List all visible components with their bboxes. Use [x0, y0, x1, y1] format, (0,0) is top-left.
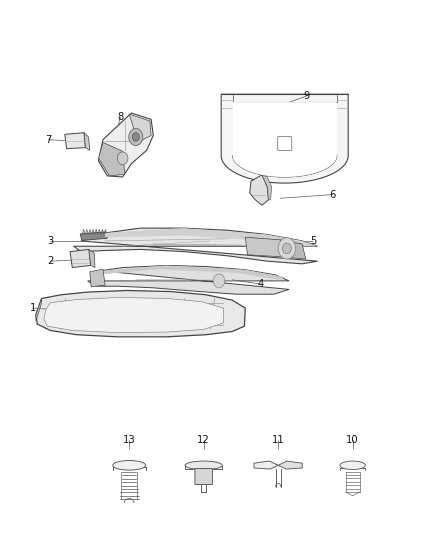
Circle shape — [278, 238, 296, 259]
Polygon shape — [99, 113, 153, 177]
Text: 11: 11 — [272, 435, 285, 445]
Polygon shape — [74, 228, 318, 264]
Circle shape — [283, 243, 291, 254]
Text: 7: 7 — [45, 135, 51, 144]
Text: 3: 3 — [47, 236, 53, 246]
Polygon shape — [80, 232, 107, 240]
Text: 13: 13 — [123, 435, 135, 445]
Polygon shape — [254, 461, 278, 469]
Text: 12: 12 — [197, 435, 210, 445]
Text: 6: 6 — [330, 190, 336, 199]
Polygon shape — [105, 228, 318, 246]
Polygon shape — [221, 94, 348, 183]
Polygon shape — [70, 249, 91, 268]
Polygon shape — [101, 265, 285, 280]
Circle shape — [129, 128, 143, 146]
Polygon shape — [99, 142, 125, 176]
Polygon shape — [84, 133, 90, 150]
Polygon shape — [245, 237, 283, 257]
Ellipse shape — [185, 461, 223, 470]
Text: 8: 8 — [117, 112, 124, 122]
Polygon shape — [250, 175, 268, 205]
Polygon shape — [129, 114, 151, 142]
Polygon shape — [90, 269, 105, 287]
Ellipse shape — [113, 461, 145, 470]
Text: 2: 2 — [47, 256, 53, 266]
Text: 1: 1 — [30, 303, 36, 313]
Circle shape — [213, 274, 225, 288]
Ellipse shape — [340, 461, 365, 470]
Polygon shape — [88, 265, 289, 294]
FancyBboxPatch shape — [195, 469, 212, 484]
Polygon shape — [89, 249, 95, 268]
Polygon shape — [262, 175, 272, 200]
Circle shape — [117, 152, 128, 165]
Polygon shape — [280, 240, 306, 259]
Text: 10: 10 — [346, 435, 359, 445]
Circle shape — [132, 133, 139, 141]
Polygon shape — [44, 297, 223, 333]
Polygon shape — [278, 461, 302, 469]
Polygon shape — [233, 102, 337, 177]
Polygon shape — [65, 133, 85, 149]
Text: 9: 9 — [304, 91, 310, 101]
Text: 5: 5 — [310, 237, 316, 246]
Polygon shape — [36, 298, 42, 321]
Polygon shape — [36, 290, 245, 337]
Text: 4: 4 — [258, 279, 264, 289]
